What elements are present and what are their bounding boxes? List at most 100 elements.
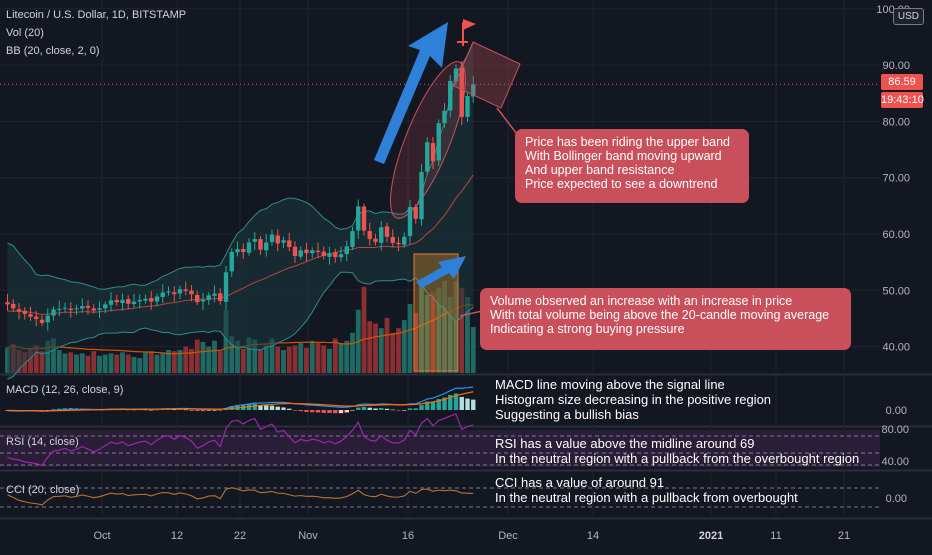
- rsi-annotation[interactable]: RSI has a value above the midline around…: [495, 436, 859, 466]
- candle-body: [436, 123, 441, 161]
- candle-body: [137, 299, 142, 302]
- macd-histogram-bar: [367, 407, 372, 410]
- volume-bar: [183, 346, 189, 373]
- volume-bar: [470, 327, 476, 373]
- volume-legend[interactable]: Vol (20): [6, 27, 44, 39]
- symbol-title: Litecoin / U.S. Dollar, 1D, BITSTAMP: [6, 9, 187, 21]
- macd-histogram-bar: [166, 409, 171, 410]
- candle-body: [34, 316, 39, 320]
- bollinger-upper-band: [7, 42, 474, 290]
- candle-body: [361, 206, 367, 231]
- volume-bar: [396, 328, 401, 373]
- macd-histogram-bar: [379, 408, 384, 410]
- volume-bar: [240, 348, 246, 373]
- macd-histogram-bar: [321, 410, 326, 413]
- volume-bar: [378, 328, 384, 373]
- candle-body: [298, 250, 303, 257]
- macd-histogram-bar: [149, 409, 154, 411]
- annotation-line: MACD line moving above the signal line: [495, 377, 725, 392]
- macd-histogram-bar: [465, 398, 470, 410]
- annotation-line: RSI has a value above the midline around…: [495, 436, 755, 451]
- candle-body: [85, 305, 91, 308]
- price-axis-label: 40.00: [882, 342, 910, 354]
- volume-bar: [217, 351, 223, 373]
- cci-line: [7, 487, 474, 506]
- macd-legend[interactable]: MACD (12, 26, close, 9): [6, 384, 124, 396]
- candle-body: [419, 172, 424, 220]
- candle-body: [379, 227, 384, 243]
- annotation-line: Volume observed an increase with an incr…: [490, 294, 793, 308]
- volume-bar: [465, 297, 470, 373]
- annotation-line: In the neutral region with a pullback fr…: [495, 490, 798, 505]
- countdown-tag: 19:43:10: [881, 92, 924, 108]
- time-axis-label: 14: [587, 530, 599, 542]
- candle-body: [143, 298, 148, 301]
- time-axis-label: Nov: [298, 530, 318, 542]
- callout-connector: [459, 310, 483, 317]
- macd-histogram-bar: [200, 410, 206, 412]
- macd-histogram-bar: [51, 409, 56, 410]
- last-price-tag: 86.59: [881, 74, 923, 90]
- rsi-layer: [0, 413, 880, 467]
- macd-histogram-bar: [310, 410, 315, 413]
- volume-bar: [344, 340, 350, 373]
- candle-body: [304, 249, 309, 254]
- candle-body: [459, 67, 464, 117]
- candle-body: [315, 250, 321, 253]
- volume-bar: [453, 281, 459, 373]
- macd-annotation[interactable]: MACD line moving above the signal line H…: [495, 377, 771, 422]
- volume-bar: [269, 338, 275, 373]
- candle-body: [281, 240, 286, 243]
- candle-body: [11, 303, 16, 309]
- annotation-line: Suggesting a bullish bias: [495, 407, 639, 422]
- rsi-legend[interactable]: RSI (14, close): [6, 436, 79, 448]
- candle-body: [292, 246, 298, 256]
- candle-body: [402, 236, 407, 245]
- volume-bar: [321, 345, 327, 373]
- volume-bar: [430, 292, 436, 373]
- macd-histogram-bar: [189, 409, 194, 411]
- annotation-line: Histogram size decreasing in the positiv…: [495, 392, 772, 407]
- candle-body: [264, 242, 269, 251]
- volume-bar: [263, 345, 269, 373]
- macd-histogram-bar: [350, 410, 355, 411]
- macd-layer: [5, 386, 476, 414]
- candle-body: [74, 308, 79, 310]
- volume-bar: [246, 337, 252, 373]
- volume-arrow: [416, 256, 466, 288]
- candle-body: [413, 206, 418, 219]
- candle-body: [22, 310, 27, 314]
- bollinger-annotation[interactable]: Price has been riding the upper band Wit…: [515, 129, 749, 203]
- candle-body: [448, 80, 453, 111]
- candle-body: [39, 319, 45, 323]
- macd-histogram-bar: [338, 410, 344, 414]
- macd-histogram-bar: [252, 403, 257, 410]
- currency-button[interactable]: USD: [892, 8, 924, 25]
- candle-body: [269, 234, 275, 242]
- candle-body: [310, 250, 315, 254]
- volume-bar: [62, 353, 68, 373]
- highlight-ellipse: [390, 61, 466, 219]
- candle-body: [275, 235, 280, 244]
- candle-body: [384, 226, 390, 237]
- candle-body: [28, 314, 33, 317]
- candle-body: [229, 252, 234, 272]
- macd-histogram-bar: [402, 410, 407, 411]
- volume-bar: [177, 350, 183, 373]
- cci-legend[interactable]: CCI (20, close): [6, 484, 80, 496]
- price-axis: 40.0050.0060.0070.0080.0090.00100.000.00…: [876, 4, 910, 505]
- candle-body: [195, 294, 200, 303]
- volume-bar: [171, 351, 177, 373]
- cci-annotation[interactable]: CCI has a value of around 91 In the neut…: [495, 475, 798, 505]
- macd-histogram-bar: [304, 410, 309, 412]
- volume-bar: [373, 323, 378, 373]
- bollinger-fill: [7, 42, 474, 380]
- candle-body: [154, 296, 160, 302]
- bollinger-legend[interactable]: BB (20, close, 2, 0): [6, 45, 100, 57]
- volume-bar: [223, 309, 229, 373]
- candles-layer: [5, 60, 476, 331]
- volume-annotation[interactable]: Volume observed an increase with an incr…: [480, 288, 851, 350]
- cci-axis-label: 0.00: [886, 493, 907, 505]
- bullish-arrow: [374, 22, 448, 164]
